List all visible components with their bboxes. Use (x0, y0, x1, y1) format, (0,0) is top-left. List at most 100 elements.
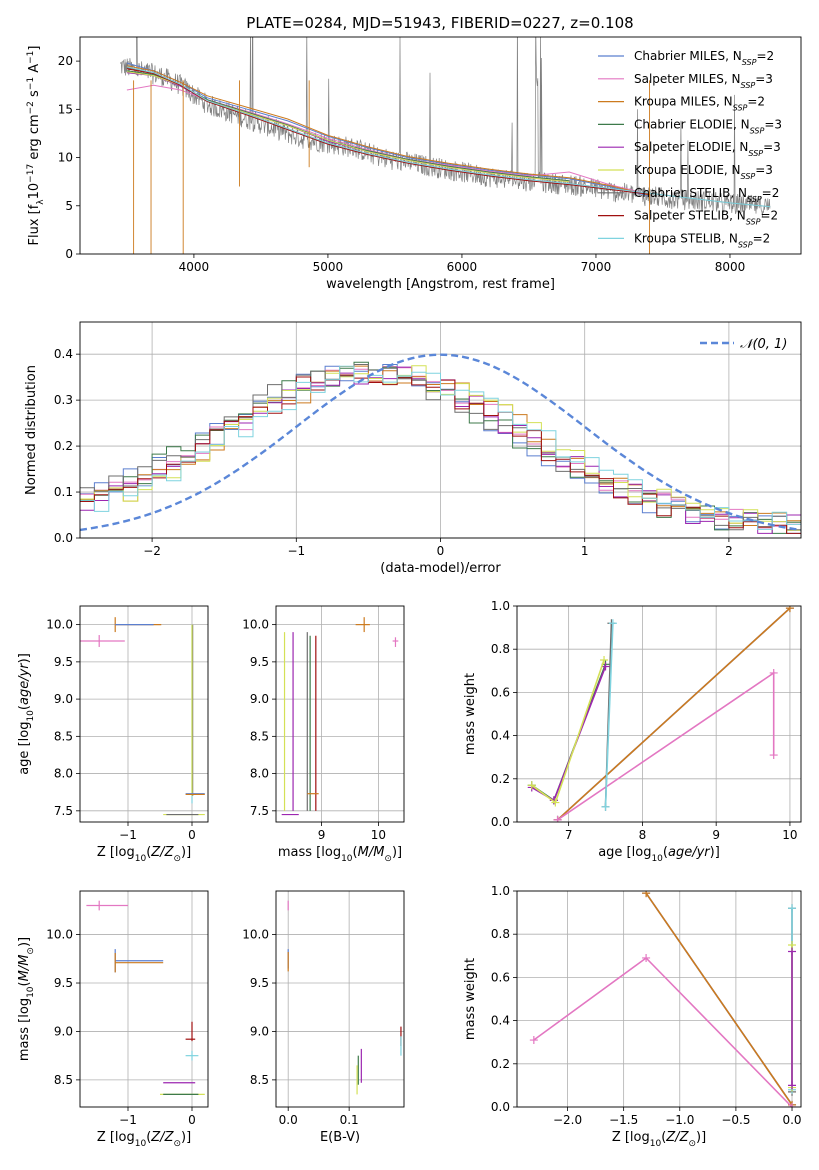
axes-frame (79, 605, 209, 823)
mass-weight-point (553, 815, 562, 822)
y-tick-label: 20 (58, 54, 73, 68)
histogram-y-label: Normed distribution (24, 365, 39, 495)
mass-weight-point (642, 891, 651, 898)
y-tick-label: 9.0 (54, 1024, 73, 1038)
figure-title: PLATE=0284, MJD=51943, FIBERID=0227, z=0… (246, 14, 633, 32)
y-tick-label: 8.0 (250, 767, 269, 781)
legend-label: 𝒩(0, 1) (740, 337, 787, 352)
y-tick-label: 0.2 (491, 1057, 510, 1071)
x-tick-label: 10 (371, 828, 386, 842)
y-tick-label: 7.5 (250, 804, 269, 818)
y-tick-label: 15 (58, 102, 73, 116)
x-tick-label: 5000 (313, 260, 344, 274)
y-tick-label: 9.5 (54, 655, 73, 669)
y-tick-label: 0.1 (54, 485, 73, 499)
mass-weight-point (600, 656, 609, 664)
mass-weight-vs-age-panel: 7 8 9 10 0.0 0.2 0.4 0.6 0.8 1.0 age [log10(age/yr… (463, 599, 802, 864)
legend-label: Kroupa STELIB, NSSP=2 (634, 231, 770, 249)
age-vs-metallicity-panel: −1 0 7.5 8.0 8.5 9.0 9.5 10.0 Z [log10(Z/Z⊙)] age… (17, 605, 209, 864)
y-tick-label: 0.4 (491, 1014, 510, 1028)
mass-weight-point (601, 802, 610, 811)
mass-weight-line (557, 671, 775, 821)
age-x-label: age [log10(age/yr)] (598, 845, 720, 864)
x-tick-label: 9 (712, 828, 720, 842)
z-x-label: Z [log10(Z/Z⊙)] (97, 845, 191, 864)
mass-weight-point (642, 953, 651, 962)
y-tick-label: 0.2 (54, 439, 73, 453)
model-spectrum-line (126, 70, 570, 182)
mass-vs-metallicity-panel: −1 0 8.5 9.0 9.5 10.0 Z [log10(Z/Z⊙)] mass [log… (17, 890, 209, 1149)
model-spectrum-line (126, 62, 650, 197)
x-tick-label: 0.0 (279, 1113, 298, 1127)
axes-frame (79, 890, 209, 1108)
normal-distribution-curve (80, 353, 801, 532)
x-tick-label: −2.0 (553, 1113, 582, 1127)
mass-weight-point (769, 668, 778, 677)
y-tick-label: 0.0 (491, 1100, 510, 1114)
y-tick-label: 8.0 (54, 767, 73, 781)
legend-label: Chabrier MILES, NSSP=2 (634, 49, 774, 67)
axes-frame (516, 890, 802, 1108)
y-tick-label: 10.0 (46, 618, 73, 632)
x-tick-label: −0.5 (721, 1113, 750, 1127)
legend-label: Salpeter ELODIE, NSSP=3 (634, 140, 781, 158)
y-tick-label: 9.5 (250, 655, 269, 669)
y-tick-label: 10 (58, 151, 73, 165)
x-tick-label: 0.1 (340, 1113, 359, 1127)
y-tick-label: 10.0 (46, 928, 73, 942)
legend-label: Salpeter STELIB, NSSP=2 (634, 209, 778, 227)
plot-area (281, 617, 399, 816)
x-tick-label: 4000 (179, 260, 210, 274)
ebv-x-label: E(B-V) (320, 1130, 360, 1145)
x-tick-label: 2 (725, 544, 733, 558)
z-x-label: Z [log10(Z/Z⊙)] (612, 1130, 706, 1149)
mass-weight-point (788, 904, 797, 913)
plot-area (80, 353, 801, 534)
mass-weight-point (769, 751, 778, 760)
mass-weight-point (527, 781, 536, 790)
y-tick-label: 9.0 (250, 692, 269, 706)
x-tick-label: −1 (119, 1113, 137, 1127)
legend-label: Kroupa MILES, NSSP=2 (634, 95, 765, 113)
mass-weight-point (788, 1103, 797, 1107)
y-tick-label: 0.0 (54, 531, 73, 545)
model-spectrum-line (126, 66, 771, 208)
mass-weight-y-label: mass weight (463, 958, 478, 1040)
y-tick-label: 0.8 (491, 927, 510, 941)
residual-histogram (80, 365, 801, 530)
legend-label: Chabrier STELIB, NSSP=2 (634, 186, 779, 204)
legend-label: Salpeter MILES, NSSP=3 (634, 72, 773, 90)
model-spectrum-line (126, 84, 650, 195)
x-tick-label: 0 (188, 828, 196, 842)
x-tick-label: −1 (119, 828, 137, 842)
mass-weight-point (788, 947, 797, 956)
x-tick-label: 6000 (447, 260, 478, 274)
x-tick-label: 0 (437, 544, 445, 558)
mass-weight-line (531, 659, 605, 804)
plot-area (80, 617, 205, 816)
y-tick-label: 0.3 (54, 393, 73, 407)
x-tick-label: 8000 (715, 260, 746, 274)
y-tick-label: 5 (65, 199, 73, 213)
y-tick-label: 0.0 (491, 815, 510, 829)
x-tick-label: 8 (639, 828, 647, 842)
mass-weight-vs-metallicity-panel: −2.0 −1.5 −1.0 −0.5 0.0 0.0 0.2 0.4 0.6 0.8 1.0 Z [… (463, 884, 802, 1149)
x-tick-label: 1 (581, 544, 589, 558)
plot-area (287, 900, 402, 1095)
x-tick-label: −1.5 (609, 1113, 638, 1127)
plot-area (527, 606, 794, 822)
mass-x-label: mass [log10(M/M⊙)] (278, 845, 402, 864)
y-tick-label: 8.5 (250, 729, 269, 743)
mass-weight-line (533, 956, 793, 1107)
y-tick-label: 1.0 (491, 599, 510, 613)
y-tick-label: 8.5 (250, 1073, 269, 1087)
spectrum-panel: 4000 5000 6000 7000 8000 0 5 10 15 20 wavelength [… (26, 36, 802, 292)
legend-label: Chabrier ELODIE, NSSP=3 (634, 117, 782, 135)
plot-area (119, 37, 771, 254)
axes-frame (79, 36, 802, 255)
mass-weight-line (645, 892, 793, 1106)
residual-histogram-panel: −2 −1 0 1 2 0.0 0.1 0.2 0.3 0.4 (data-model)/error… (24, 321, 802, 576)
y-tick-label: 9.0 (54, 692, 73, 706)
y-tick-label: 8.5 (54, 729, 73, 743)
x-tick-label: −1 (287, 544, 305, 558)
